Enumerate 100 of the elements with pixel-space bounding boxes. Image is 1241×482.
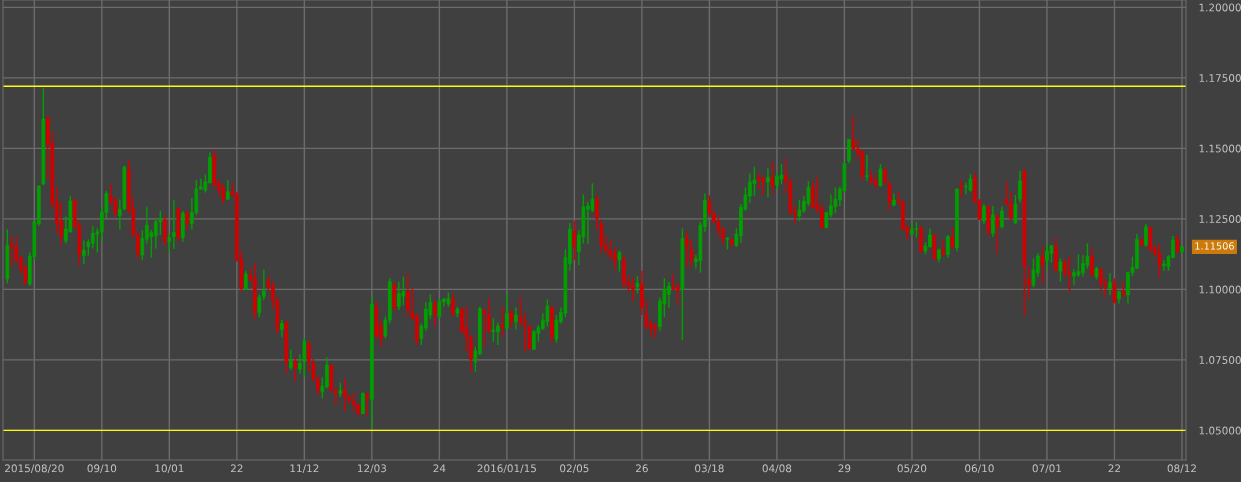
- y-tick-label: 1.10000: [1199, 285, 1241, 294]
- candlestick: [451, 292, 455, 318]
- candlestick: [1162, 259, 1166, 272]
- x-tick-label: 26: [636, 464, 648, 473]
- x-tick-label: 22: [230, 464, 243, 473]
- candlestick: [185, 209, 190, 231]
- candlestick: [685, 231, 689, 268]
- candlestick: [257, 293, 262, 318]
- candlestick: [406, 272, 410, 318]
- candlestick: [1013, 194, 1018, 225]
- candlestick: [352, 391, 356, 413]
- candlestick: [932, 233, 937, 261]
- candlestick: [302, 337, 307, 378]
- candlestick: [163, 215, 167, 247]
- x-tick-label: 24: [433, 464, 446, 473]
- x-tick-label: 2016/01/15: [477, 464, 536, 474]
- candlestick: [959, 178, 964, 199]
- candlestick: [1045, 242, 1049, 271]
- candlestick: [1090, 246, 1094, 277]
- candlestick: [964, 182, 968, 196]
- candlestick: [1067, 255, 1072, 293]
- candlestick: [770, 160, 775, 195]
- candlestick: [397, 281, 401, 311]
- candlestick: [991, 205, 995, 238]
- candlestick: [1144, 223, 1148, 248]
- x-tick-label: 09/10: [87, 464, 117, 474]
- candlestick: [797, 199, 802, 222]
- candlestick: [487, 297, 491, 334]
- candlestick: [757, 172, 761, 190]
- candlestick: [437, 298, 442, 320]
- candlestick: [622, 254, 626, 289]
- candlestick: [226, 179, 230, 201]
- candlestick: [1040, 246, 1045, 285]
- candlestick: [1126, 270, 1130, 305]
- x-tick-label: 10/01: [155, 464, 184, 474]
- candlestick: [878, 163, 883, 188]
- candlestick: [262, 268, 266, 301]
- candlestick: [766, 167, 770, 199]
- y-tick-label: 1.05000: [1199, 426, 1241, 435]
- y-tick-label: 1.15000: [1199, 144, 1241, 153]
- candlestick: [460, 306, 464, 334]
- candlestick: [433, 299, 437, 328]
- candlestick: [244, 270, 248, 291]
- candlestick: [1000, 206, 1004, 230]
- x-tick-label: 04/08: [762, 464, 792, 474]
- y-tick-label: 1.20000: [1199, 3, 1241, 12]
- candlestick: [482, 308, 487, 348]
- candlestick: [811, 180, 815, 210]
- y-tick-label: 1.12500: [1199, 215, 1241, 223]
- text: 1.11506: [1195, 242, 1234, 250]
- candlestick: [505, 292, 509, 331]
- candlestick: [289, 348, 293, 371]
- candlestick: [221, 183, 226, 205]
- candlestick: [865, 154, 869, 182]
- candlestick: [491, 317, 496, 343]
- candlestick: [1157, 243, 1162, 278]
- x-tick-label: 11/12: [290, 464, 319, 474]
- candlestick: [1027, 266, 1031, 300]
- candlestick: [847, 138, 851, 164]
- candlestick: [707, 194, 712, 219]
- x-tick-label: 2015/08/20: [5, 464, 64, 474]
- candlestick: [500, 305, 505, 338]
- x-tick-label: 03/18: [695, 464, 724, 474]
- x-tick-label: 07/01: [1032, 464, 1061, 474]
- candlestick: [982, 203, 986, 225]
- y-tick-label: 1.07500: [1199, 356, 1241, 364]
- candlestick: [554, 314, 559, 344]
- candlestick: [761, 175, 766, 196]
- candlestick: [343, 377, 347, 413]
- candlestick: [1112, 277, 1117, 305]
- candlestick: [293, 356, 298, 383]
- candlestick: [514, 306, 518, 331]
- candlestick: [545, 298, 550, 328]
- candlestick: [572, 220, 577, 261]
- candlestick: [392, 283, 397, 312]
- x-tick-label: 05/20: [897, 464, 927, 474]
- candlestick: [617, 250, 622, 273]
- candlestick: [167, 233, 172, 254]
- candlestick: [775, 171, 779, 191]
- candlestick: [1018, 169, 1022, 204]
- candlestick: [172, 199, 176, 250]
- candlestick: [1099, 267, 1103, 292]
- x-tick-label: 29: [838, 464, 851, 473]
- candlestick: [401, 275, 406, 306]
- candlestick: [1058, 257, 1063, 283]
- candlestick: [851, 115, 856, 151]
- x-tick-label: 02/05: [560, 464, 589, 474]
- candlestick: [995, 214, 1000, 254]
- x-tick-label: 12/03: [357, 464, 387, 474]
- candlestick: [10, 235, 14, 269]
- candlestick: [1054, 235, 1058, 273]
- candlestick: [946, 234, 950, 259]
- candlestick: [833, 186, 838, 214]
- candlestick: [82, 239, 86, 265]
- x-tick-label: 08/12: [1167, 464, 1196, 474]
- candlestick: [365, 392, 370, 418]
- y-tick-label: 1.17500: [1199, 74, 1241, 82]
- candlestick: [518, 296, 523, 327]
- candlestick: [1031, 257, 1036, 289]
- x-tick-label: 06/10: [965, 464, 994, 474]
